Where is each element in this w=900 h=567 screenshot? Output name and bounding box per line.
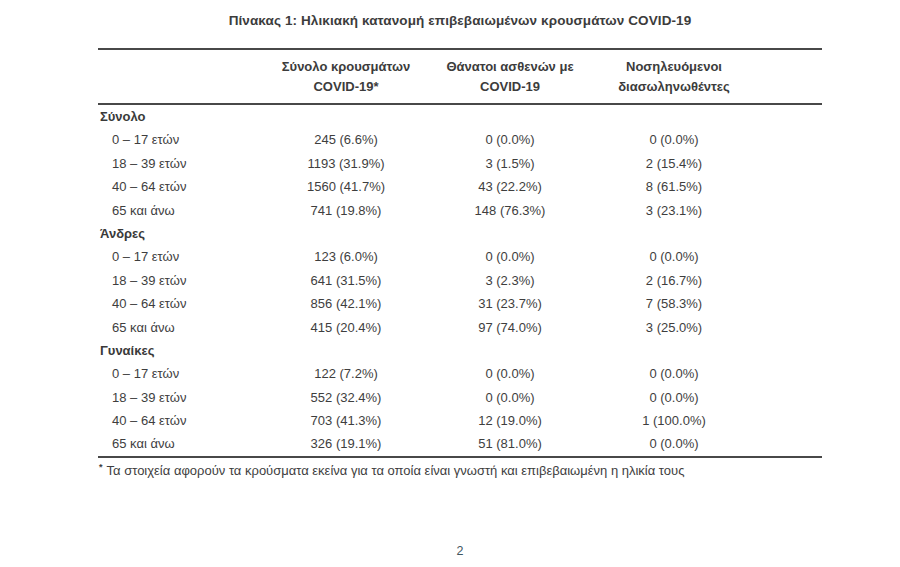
cell-deaths: 51 (81.0%): [432, 432, 588, 455]
table-row: 0 – 17 ετών245 (6.6%)0 (0.0%)0 (0.0%): [98, 128, 822, 151]
table-row: 40 – 64 ετών703 (41.3%)12 (19.0%)1 (100.…: [98, 409, 822, 432]
table-bottom-rule: [98, 456, 822, 458]
section-header-row: Σύνολο: [98, 105, 822, 128]
data-table: Σύνολο κρουσμάτων COVID-19* Θάνατοι ασθε…: [98, 48, 822, 478]
cell-total-cases: 741 (19.8%): [260, 199, 432, 222]
cell-deaths: 12 (19.0%): [432, 409, 588, 432]
table-row: 40 – 64 ετών1560 (41.7%)43 (22.2%)8 (61.…: [98, 175, 822, 198]
table-row: 40 – 64 ετών856 (42.1%)31 (23.7%)7 (58.3…: [98, 292, 822, 315]
table-row: 0 – 17 ετών122 (7.2%)0 (0.0%)0 (0.0%): [98, 362, 822, 385]
section-name: Γυναίκες: [98, 339, 822, 362]
row-label-age-group: 40 – 64 ετών: [98, 175, 260, 198]
cell-intubated: 0 (0.0%): [588, 245, 760, 268]
row-filler: [760, 128, 822, 151]
row-filler: [760, 316, 822, 339]
cell-intubated: 0 (0.0%): [588, 128, 760, 151]
cell-total-cases: 415 (20.4%): [260, 316, 432, 339]
footnote-text: Τα στοιχεία αφορούν τα κρούσματα εκείνα …: [107, 463, 685, 478]
row-filler: [760, 269, 822, 292]
section-header-row: Άνδρες: [98, 222, 822, 245]
header-spacer: [98, 57, 260, 97]
cell-deaths: 43 (22.2%): [432, 175, 588, 198]
cell-deaths: 31 (23.7%): [432, 292, 588, 315]
cell-deaths: 97 (74.0%): [432, 316, 588, 339]
row-label-age-group: 65 και άνω: [98, 432, 260, 455]
table-footnote: * Τα στοιχεία αφορούν τα κρούσματα εκείνα…: [98, 462, 822, 478]
row-label-age-group: 40 – 64 ετών: [98, 409, 260, 432]
header-filler: [760, 57, 822, 97]
cell-intubated: 2 (15.4%): [588, 152, 760, 175]
footnote-asterisk: *: [99, 462, 103, 472]
document-page: { "page": { "title": "Πίνακας 1: Ηλικιακ…: [0, 0, 900, 567]
row-filler: [760, 292, 822, 315]
column-header-line: Νοσηλευόμενοι: [588, 57, 760, 77]
row-filler: [760, 432, 822, 455]
cell-deaths: 3 (1.5%): [432, 152, 588, 175]
table-row: 65 και άνω415 (20.4%)97 (74.0%)3 (25.0%): [98, 316, 822, 339]
row-filler: [760, 409, 822, 432]
table-row: 65 και άνω741 (19.8%)148 (76.3%)3 (23.1%…: [98, 199, 822, 222]
row-label-age-group: 18 – 39 ετών: [98, 269, 260, 292]
row-filler: [760, 152, 822, 175]
row-label-age-group: 18 – 39 ετών: [98, 386, 260, 409]
cell-intubated: 3 (23.1%): [588, 199, 760, 222]
table-row: 0 – 17 ετών123 (6.0%)0 (0.0%)0 (0.0%): [98, 245, 822, 268]
cell-deaths: 148 (76.3%): [432, 199, 588, 222]
cell-intubated: 0 (0.0%): [588, 362, 760, 385]
table-row: 18 – 39 ετών641 (31.5%)3 (2.3%)2 (16.7%): [98, 269, 822, 292]
table-row: 18 – 39 ετών552 (32.4%)0 (0.0%)0 (0.0%): [98, 386, 822, 409]
cell-intubated: 7 (58.3%): [588, 292, 760, 315]
row-label-age-group: 0 – 17 ετών: [98, 128, 260, 151]
cell-intubated: 0 (0.0%): [588, 386, 760, 409]
table-title: Πίνακας 1: Ηλικιακή κατανομή επιβεβαιωμέ…: [98, 13, 822, 28]
row-filler: [760, 386, 822, 409]
cell-intubated: 0 (0.0%): [588, 432, 760, 455]
cell-intubated: 3 (25.0%): [588, 316, 760, 339]
cell-total-cases: 245 (6.6%): [260, 128, 432, 151]
row-label-age-group: 0 – 17 ετών: [98, 245, 260, 268]
cell-total-cases: 326 (19.1%): [260, 432, 432, 455]
cell-deaths: 3 (2.3%): [432, 269, 588, 292]
table-row: 65 και άνω326 (19.1%)51 (81.0%)0 (0.0%): [98, 432, 822, 455]
row-filler: [760, 199, 822, 222]
column-header-line: Θάνατοι ασθενών με: [432, 57, 588, 77]
cell-deaths: 0 (0.0%): [432, 362, 588, 385]
page-number: 2: [98, 544, 822, 558]
row-filler: [760, 175, 822, 198]
cell-total-cases: 641 (31.5%): [260, 269, 432, 292]
cell-intubated: 1 (100.0%): [588, 409, 760, 432]
cell-total-cases: 703 (41.3%): [260, 409, 432, 432]
row-label-age-group: 65 και άνω: [98, 199, 260, 222]
cell-total-cases: 1560 (41.7%): [260, 175, 432, 198]
column-header-line: διασωληνωθέντες: [588, 77, 760, 97]
row-filler: [760, 362, 822, 385]
cell-total-cases: 123 (6.0%): [260, 245, 432, 268]
table-header-row: Σύνολο κρουσμάτων COVID-19* Θάνατοι ασθε…: [98, 50, 822, 103]
column-header-line: Σύνολο κρουσμάτων: [260, 57, 432, 77]
section-name: Σύνολο: [98, 105, 822, 128]
table-row: 18 – 39 ετών1193 (31.9%)3 (1.5%)2 (15.4%…: [98, 152, 822, 175]
cell-deaths: 0 (0.0%): [432, 245, 588, 268]
column-header-total-cases: Σύνολο κρουσμάτων COVID-19*: [260, 57, 432, 97]
cell-total-cases: 122 (7.2%): [260, 362, 432, 385]
column-header-line: COVID-19*: [260, 77, 432, 97]
column-header-deaths: Θάνατοι ασθενών με COVID-19: [432, 57, 588, 97]
cell-total-cases: 552 (32.4%): [260, 386, 432, 409]
cell-intubated: 2 (16.7%): [588, 269, 760, 292]
cell-total-cases: 1193 (31.9%): [260, 152, 432, 175]
table-body: Σύνολο0 – 17 ετών245 (6.6%)0 (0.0%)0 (0.…: [98, 105, 822, 456]
cell-total-cases: 856 (42.1%): [260, 292, 432, 315]
row-filler: [760, 245, 822, 268]
section-name: Άνδρες: [98, 222, 822, 245]
row-label-age-group: 18 – 39 ετών: [98, 152, 260, 175]
row-label-age-group: 0 – 17 ετών: [98, 362, 260, 385]
section-header-row: Γυναίκες: [98, 339, 822, 362]
column-header-intubated: Νοσηλευόμενοι διασωληνωθέντες: [588, 57, 760, 97]
row-label-age-group: 40 – 64 ετών: [98, 292, 260, 315]
cell-intubated: 8 (61.5%): [588, 175, 760, 198]
column-header-line: COVID-19: [432, 77, 588, 97]
cell-deaths: 0 (0.0%): [432, 386, 588, 409]
cell-deaths: 0 (0.0%): [432, 128, 588, 151]
row-label-age-group: 65 και άνω: [98, 316, 260, 339]
